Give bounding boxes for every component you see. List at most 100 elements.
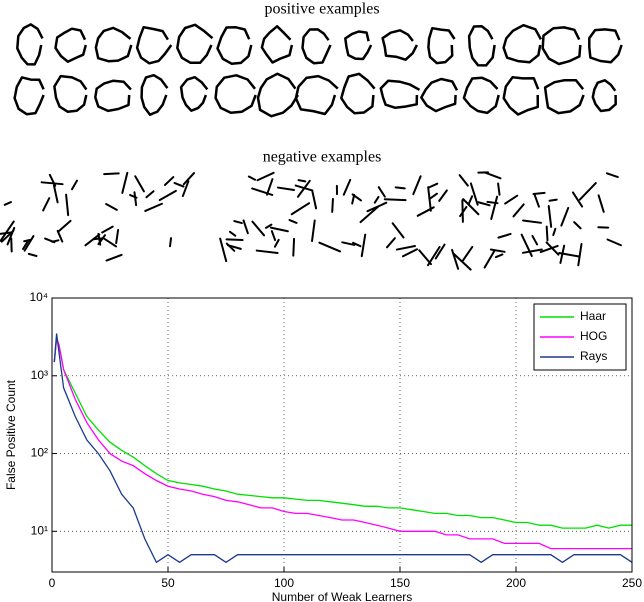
edge-fragment (483, 249, 496, 269)
edge-contour (379, 79, 421, 110)
negative-title: negative examples (263, 149, 382, 166)
edge-fragment (342, 178, 352, 196)
edge-fragment (225, 238, 244, 242)
edge-fragment (494, 253, 504, 259)
edge-fragment (469, 182, 479, 206)
edge-fragment (477, 201, 491, 207)
edge-fragment (294, 184, 314, 192)
edge-fragment (522, 219, 542, 224)
series-line (53, 338, 632, 529)
edge-fragment (255, 249, 279, 255)
edge-fragment (52, 184, 59, 204)
edge-fragment (359, 205, 380, 224)
edge-contour (176, 23, 214, 65)
edge-fragment (497, 182, 501, 196)
edge-fragment (158, 189, 177, 202)
edge-fragment (102, 236, 118, 248)
x-tick-label: 250 (622, 576, 642, 590)
edge-fragment (247, 175, 257, 181)
edge-fragment (145, 190, 155, 199)
edge-fragment (490, 195, 499, 220)
edge-contour (420, 77, 459, 113)
plot-frame (51, 297, 633, 573)
edge-fragment (394, 186, 406, 190)
edge-fragment (451, 248, 460, 270)
edge-fragment (297, 179, 307, 183)
edge-contour (541, 26, 582, 66)
negative-examples (0, 171, 622, 271)
edge-contour (381, 29, 419, 61)
edge-contour (467, 25, 496, 67)
edge-contour (53, 74, 88, 113)
edge-fragment (23, 235, 35, 252)
edge-contour (591, 79, 617, 113)
edge-fragment (573, 221, 582, 230)
edge-fragment (269, 226, 289, 233)
edge-fragment (597, 194, 605, 213)
edge-fragment (360, 233, 367, 258)
y-tick-label: 10² (31, 446, 48, 460)
edge-fragment (182, 172, 195, 186)
edge-fragment (458, 174, 469, 187)
edge-contour (260, 25, 294, 64)
edge-fragment (412, 175, 422, 196)
edge-fragment (373, 195, 380, 204)
edge-fragment (265, 178, 274, 196)
edge-fragment (545, 241, 560, 256)
edge-contour (294, 74, 339, 116)
edge-fragment (547, 205, 553, 228)
edge-fragment (483, 171, 502, 180)
edge-fragment (22, 239, 30, 250)
edge-fragment (341, 241, 356, 246)
edge-fragment (351, 193, 363, 202)
edge-fragment (84, 233, 101, 247)
edge-fragment (57, 219, 72, 233)
edge-fragment (504, 194, 519, 205)
edge-fragment (560, 206, 570, 227)
legend-label: Haar (580, 309, 606, 323)
edge-fragment (219, 237, 228, 263)
edge-contour (214, 74, 257, 115)
edge-fragment (270, 230, 277, 242)
x-tick-label: 150 (390, 576, 410, 590)
edge-contour (13, 76, 45, 116)
edge-fragment (552, 227, 557, 237)
edge-contour (543, 78, 585, 115)
series-line (53, 333, 632, 564)
edge-fragment (539, 244, 559, 254)
edge-fragment (251, 220, 266, 237)
y-tick-label: 10⁴ (29, 290, 48, 304)
edge-fragment (462, 198, 480, 216)
edge-fragment (103, 172, 120, 176)
edge-contour (344, 30, 373, 61)
edge-fragment (331, 198, 334, 213)
edge-fragment (461, 245, 474, 262)
edge-fragment (92, 237, 104, 241)
edge-fragment (134, 175, 145, 193)
edge-fragment (311, 190, 318, 210)
y-tick-label: 10³ (31, 368, 48, 382)
series-line (53, 338, 632, 550)
edge-contour (502, 23, 542, 64)
edge-fragment (288, 219, 298, 224)
edge-contour (179, 75, 209, 112)
edge-fragment (173, 181, 185, 188)
edge-fragment (383, 198, 407, 202)
x-axis-label: Number of Weak Learners (272, 590, 413, 602)
edge-fragment (489, 248, 506, 253)
edge-contour (135, 25, 173, 65)
x-tick-label: 0 (49, 576, 56, 590)
edge-fragment (428, 182, 439, 189)
edge-fragment (181, 180, 190, 198)
legend-label: HOG (580, 329, 607, 343)
edge-fragment (242, 219, 249, 235)
edge-contour (462, 76, 500, 115)
edge-contour (94, 26, 133, 63)
edge-fragment (264, 223, 273, 229)
edge-fragment (512, 203, 525, 218)
edge-fragment (606, 238, 622, 247)
edge-fragment (533, 194, 540, 208)
edge-fragment (101, 225, 114, 234)
x-tick-label: 200 (506, 576, 526, 590)
